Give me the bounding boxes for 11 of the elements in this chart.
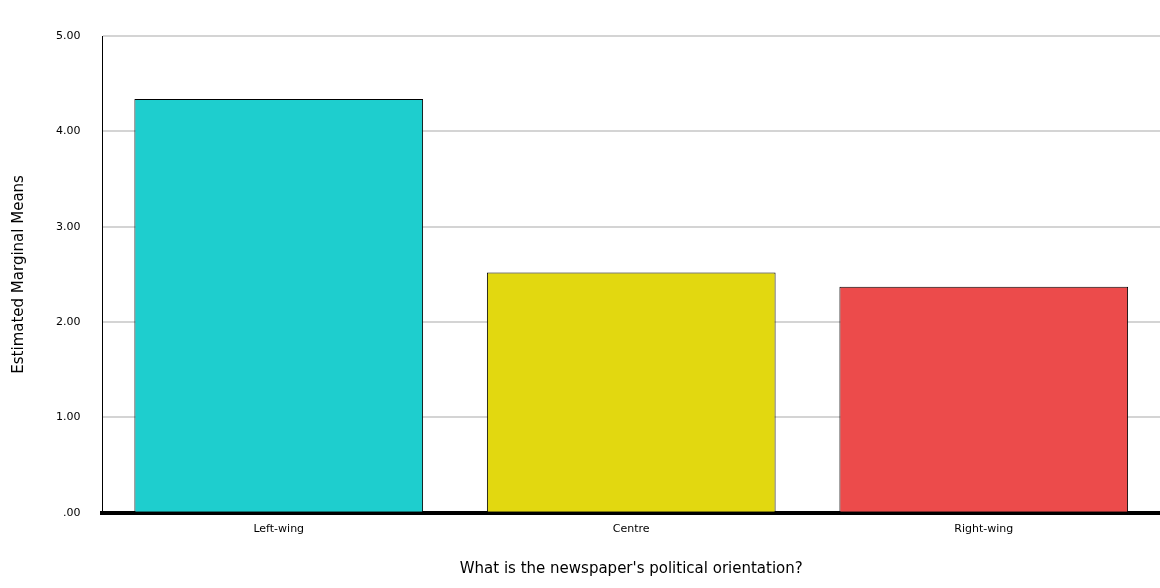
x-axis-title: What is the newspaper's political orientation?	[459, 558, 803, 577]
x-tick-label: Left-wing	[253, 522, 305, 536]
y-axis-title: Estimated Marginal Means	[8, 174, 27, 374]
y-tick-label: 5.00	[55, 28, 81, 42]
x-tick-label: Centre	[612, 522, 650, 536]
y-tick-label: 2.00	[55, 314, 81, 328]
y-tick-label: 1.00	[55, 410, 81, 424]
y-tick-label: .00	[62, 505, 81, 519]
y-tick-label: 3.00	[55, 219, 81, 233]
y-tick-label: 4.00	[55, 124, 81, 138]
x-tick-label: Right-wing	[954, 522, 1014, 536]
